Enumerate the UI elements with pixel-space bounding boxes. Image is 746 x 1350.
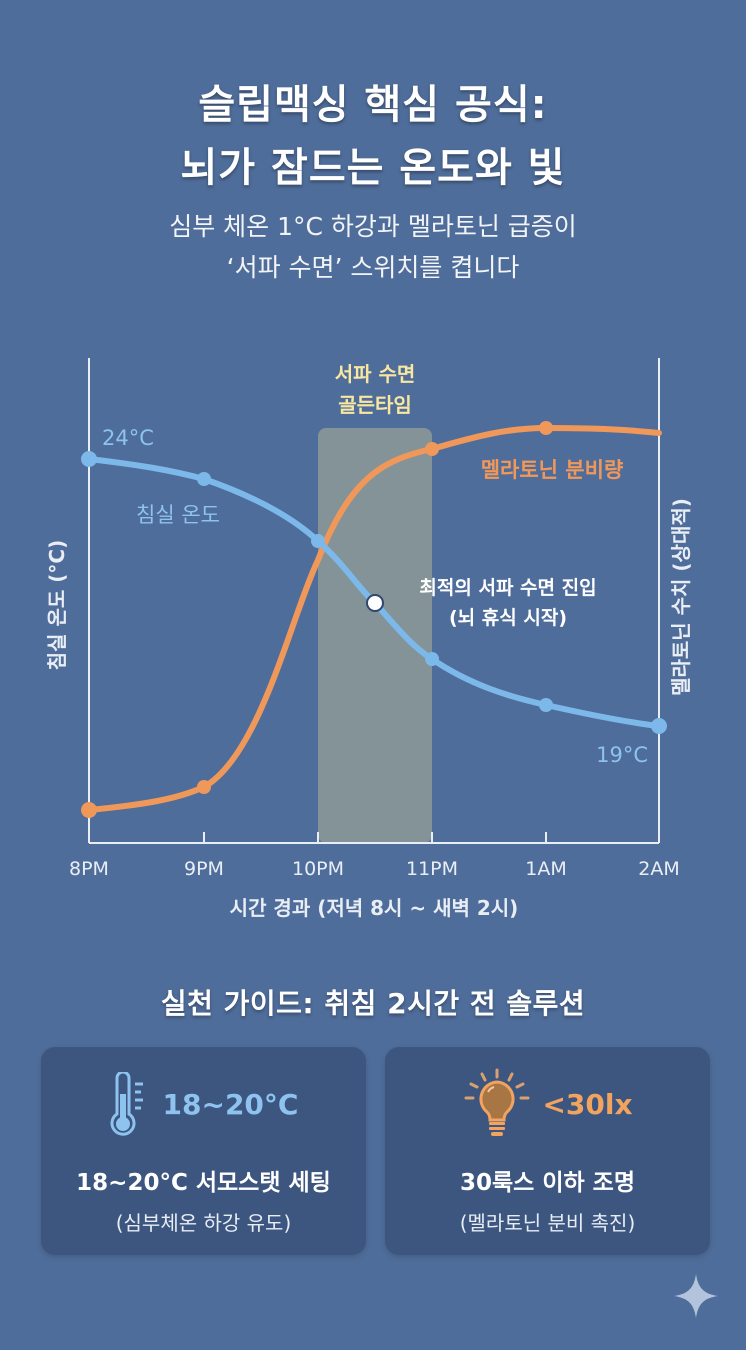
- page-title-line2: 뇌가 잠드는 온도와 빛: [180, 145, 566, 191]
- x-tick-11pm: 11PM: [406, 858, 458, 880]
- y-axis-left-label: 침실 온도 (°C): [45, 540, 69, 671]
- annotation-line1: 최적의 서파 수면 진입: [419, 577, 596, 599]
- light-value: <30lx: [542, 1087, 633, 1121]
- card-subtitle: (멜라토닌 분비 촉진): [459, 1211, 636, 1235]
- lightbulb-icon: [464, 1068, 530, 1136]
- x-tick-8pm: 8PM: [69, 858, 109, 880]
- temperature-value: 18~20°C: [162, 1087, 299, 1121]
- melatonin-points: [81, 421, 553, 818]
- page-title-line1: 슬립맥싱 핵심 공식:: [198, 82, 548, 128]
- sparkle-icon: [674, 1274, 718, 1318]
- x-tick-2am: 2AM: [638, 858, 679, 880]
- x-tick-9pm: 9PM: [184, 858, 224, 880]
- guide-card-light: <30lx 30룩스 이하 조명 (멜라토닌 분비 촉진): [385, 1047, 710, 1255]
- temp-series-label: 침실 온도: [136, 503, 220, 527]
- golden-time-band: [318, 428, 432, 843]
- x-tick-labels: 8PM 9PM 10PM 11PM 1AM 2AM: [69, 858, 680, 880]
- golden-time-label-1: 서파 수면: [335, 362, 416, 386]
- melatonin-series-label: 멜라토닌 분비량: [481, 458, 624, 482]
- optimal-entry-point: [366, 594, 384, 612]
- guide-card-temperature: 18~20°C 18~20°C 서모스탯 세팅 (심부체온 하강 유도): [41, 1047, 366, 1255]
- sleep-chart: 서파 수면 골든타임 24°C 19°C 침실 온도 멜라토닌 분비량 최적의 …: [45, 358, 693, 920]
- x-tick-10pm: 10PM: [292, 858, 344, 880]
- temp-end-label: 19°C: [596, 743, 648, 767]
- subtitle-line1: 심부 체온 1°C 하강과 멜라토닌 급증이: [169, 212, 577, 241]
- card-title: 18~20°C 서모스탯 세팅: [76, 1170, 331, 1196]
- x-ticks: [203, 832, 547, 843]
- x-axis-label: 시간 경과 (저녁 8시 ~ 새벽 2시): [230, 896, 519, 920]
- temp-start-label: 24°C: [102, 426, 154, 450]
- subtitle-line2: ‘서파 수면’ 스위치를 켭니다: [226, 253, 520, 282]
- temperature-points: [81, 451, 667, 734]
- card-subtitle: (심부체온 하강 유도): [115, 1211, 292, 1235]
- annotation-line2: (뇌 휴식 시작): [449, 607, 567, 629]
- x-tick-1am: 1AM: [525, 858, 566, 880]
- card-title: 30룩스 이하 조명: [460, 1170, 635, 1196]
- golden-time-label-2: 골든타임: [338, 393, 412, 417]
- guide-title: 실천 가이드: 취침 2시간 전 솔루션: [160, 987, 586, 1020]
- thermometer-icon: [110, 1072, 143, 1136]
- y-axis-right-label: 멜라토닌 수치 (상대적): [669, 498, 693, 696]
